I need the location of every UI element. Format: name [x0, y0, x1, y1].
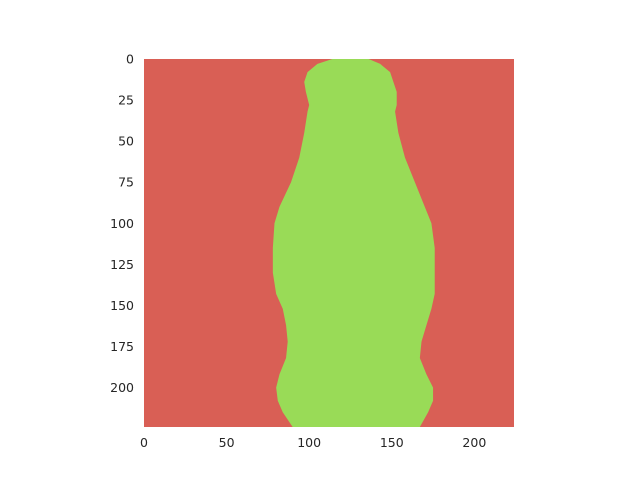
- y-tick-label: 75: [118, 175, 134, 190]
- y-tick-label: 200: [110, 380, 134, 395]
- y-axis-ticks: 0 25 50 75 100 125 150 175 200: [110, 52, 134, 396]
- x-tick-label: 100: [297, 435, 321, 450]
- plot-area: [144, 59, 514, 427]
- x-tick-label: 200: [462, 435, 486, 450]
- y-tick-label: 125: [110, 257, 134, 272]
- x-axis-ticks: 0 50 100 150 200: [140, 435, 486, 450]
- x-tick-label: 150: [380, 435, 404, 450]
- x-tick-label: 0: [140, 435, 148, 450]
- y-tick-label: 100: [110, 216, 134, 231]
- y-tick-label: 0: [126, 52, 134, 67]
- y-tick-label: 50: [118, 134, 134, 149]
- x-tick-label: 50: [219, 435, 235, 450]
- y-tick-label: 150: [110, 298, 134, 313]
- y-tick-label: 25: [118, 93, 134, 108]
- y-tick-label: 175: [110, 339, 134, 354]
- foreground-mask: [272, 59, 435, 427]
